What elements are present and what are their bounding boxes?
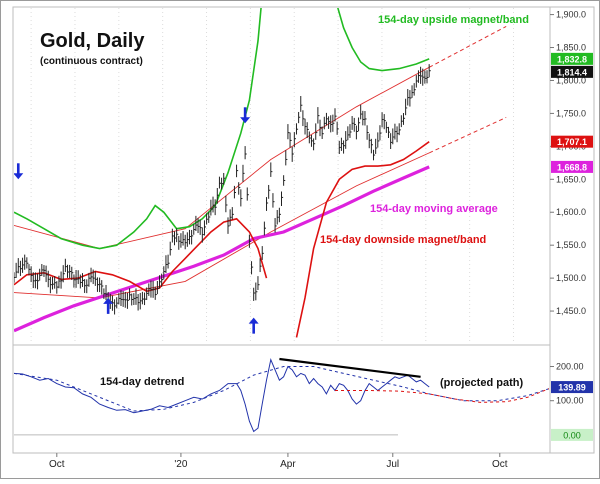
- detrend-tick-label: 200.00: [556, 362, 584, 372]
- channel-line: [14, 152, 430, 299]
- date-tick-label: Oct: [49, 459, 65, 470]
- cycle-arrows: [14, 107, 259, 334]
- detrend-annotation: 154-day detrend: [100, 376, 184, 388]
- price-axis-strip: [549, 6, 595, 454]
- detrend-tick-label: 100.00: [556, 396, 584, 406]
- price-tick-label: 1,900.0: [556, 10, 586, 20]
- last-price-tag: 1,814.4: [557, 67, 587, 77]
- down-arrow-head: [14, 173, 24, 180]
- channel-lines: [14, 25, 507, 299]
- downside-band-line: [295, 141, 430, 338]
- moving-average-annotation: 154-day moving average: [370, 203, 498, 215]
- price-tick-label: 1,800.0: [556, 75, 586, 85]
- zero-tag: 0.00: [563, 430, 581, 440]
- channel-line: [14, 66, 430, 249]
- upside-band-tag-bg: [551, 52, 593, 65]
- price-tick-label: 1,850.0: [556, 43, 586, 53]
- channel-projection: [428, 25, 507, 68]
- price-tick-label: 1,750.0: [556, 108, 586, 118]
- smoothed-cycle-line: [14, 366, 549, 412]
- projected-path-annotation: (projected path): [440, 377, 523, 389]
- detrend-line: [14, 358, 430, 433]
- downside-band-annotation: 154-day downside magnet/band: [320, 234, 486, 246]
- price-tick-label: 1,450.0: [556, 306, 586, 316]
- date-tick-label: Apr: [280, 459, 296, 470]
- value-tags: 1,832.8 1,814.4 1,707.1 1,668.8 139.89 0.00: [551, 52, 593, 441]
- price-tick-label: 1,550.0: [556, 240, 586, 250]
- chart-subtitle: (continuous contract): [40, 56, 143, 67]
- moving-average-tag: 1,668.8: [557, 162, 587, 172]
- channel-projection: [428, 116, 507, 154]
- detrend-trendline: [279, 357, 421, 378]
- detrend-value-tag-bg: [551, 381, 593, 394]
- date-tick-label: Jul: [386, 459, 399, 470]
- detrend-value-tag: 139.89: [558, 383, 586, 393]
- moving-average-layer: [14, 165, 430, 333]
- detrend-oscillator: [14, 357, 549, 436]
- last-price-tag-bg: [551, 65, 593, 78]
- price-tick-label: 1,600.0: [556, 207, 586, 217]
- chart-title: Gold, Daily: [40, 30, 145, 52]
- down-arrow-head: [240, 117, 251, 124]
- up-arrow-head: [103, 297, 114, 304]
- price-tick-label: 1,500.0: [556, 273, 586, 283]
- up-arrow-head: [248, 317, 259, 324]
- upside-band-annotation: 154-day upside magnet/band: [378, 14, 529, 26]
- zero-tag-bg: [551, 428, 593, 441]
- date-axis: Oct '20 Apr Jul Oct: [49, 453, 508, 470]
- downside-band-tag-bg: [551, 135, 593, 148]
- upside-band-tag: 1,832.8: [557, 54, 587, 64]
- date-tick-label: '20: [174, 459, 187, 470]
- moving-average-tag-bg: [551, 160, 593, 173]
- upside-band-line: [337, 8, 430, 72]
- price-tick-label: 1,650.0: [556, 174, 586, 184]
- downside-band-tag: 1,707.1: [557, 137, 587, 147]
- date-tick-label: Oct: [492, 459, 508, 470]
- moving-average-line: [14, 165, 430, 333]
- price-bars: [14, 64, 431, 315]
- projected-path-line: [335, 388, 549, 403]
- upside-band-line: [14, 8, 262, 250]
